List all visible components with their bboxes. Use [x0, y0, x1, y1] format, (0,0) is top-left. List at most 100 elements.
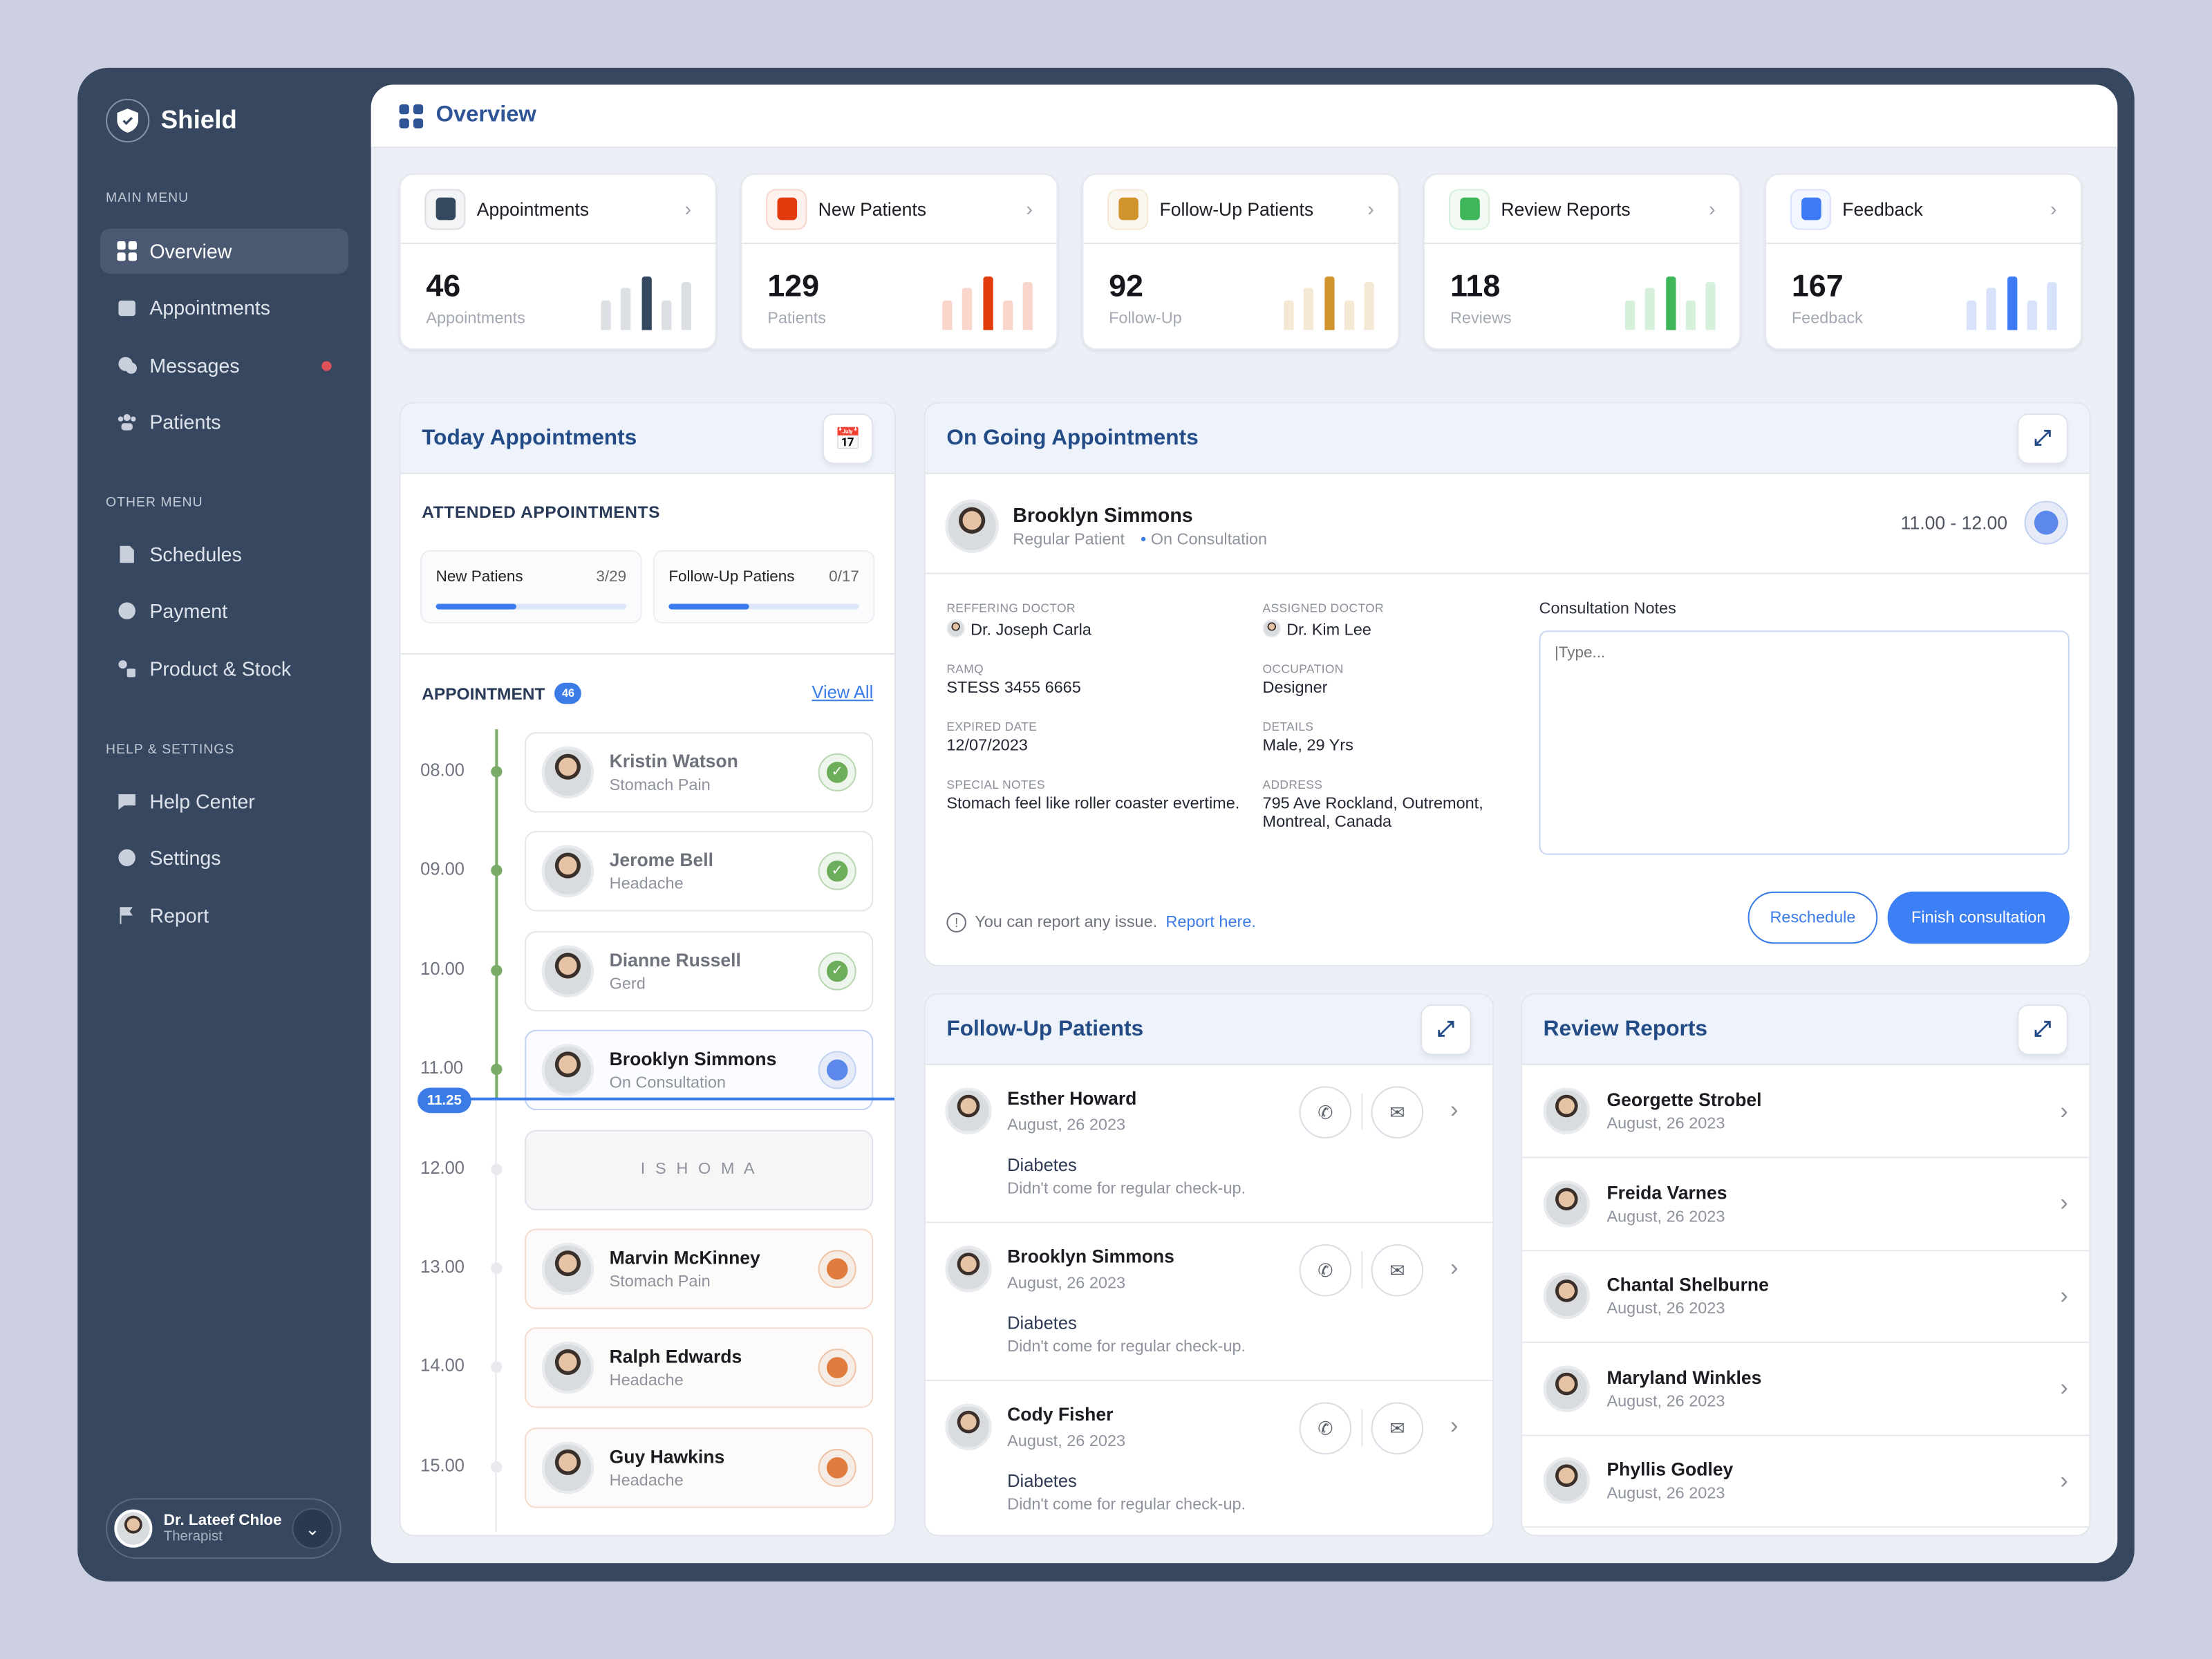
brand-logo[interactable]: Shield: [106, 98, 237, 143]
field-label: OCCUPATION: [1262, 662, 1344, 676]
phone-icon[interactable]: ✆: [1299, 1402, 1352, 1455]
avatar: [945, 1403, 992, 1450]
sidebar-item-payment[interactable]: Payment: [100, 589, 348, 634]
sidebar-item-settings[interactable]: Settings: [100, 836, 348, 881]
progress-card: Follow-Up Patiens 0/17: [653, 550, 875, 624]
patient-type: Regular Patient: [1013, 532, 1125, 549]
sidebar-item-patients[interactable]: Patients: [100, 399, 348, 444]
mail-icon[interactable]: ✉: [1371, 1086, 1424, 1138]
sidebar-item-product-stock[interactable]: Product & Stock: [100, 646, 348, 691]
avatar: [541, 1242, 594, 1295]
mini-bar-chart: [1284, 276, 1374, 330]
stat-card-appointments[interactable]: Appointments › 46 Appointments: [399, 174, 717, 350]
sidebar-item-report[interactable]: Report: [100, 892, 348, 937]
field-value: Dr. Joseph Carla: [971, 621, 1091, 639]
follow-up-item[interactable]: Brooklyn Simmons August, 26 2023 Diabete…: [925, 1223, 1493, 1381]
chevron-right-icon[interactable]: ›: [2060, 1467, 2068, 1494]
bar: [1324, 276, 1334, 330]
bar: [1364, 281, 1374, 330]
expand-icon[interactable]: ⤢: [2017, 1004, 2068, 1055]
appointment-note: Headache: [609, 1472, 684, 1490]
stat-value: 92: [1109, 268, 1144, 303]
current-time-line: [451, 1097, 894, 1100]
appointment-card[interactable]: Dianne Russell Gerd ✓: [525, 930, 874, 1011]
chevron-right-icon[interactable]: ›: [684, 197, 691, 221]
calendar-icon[interactable]: 📅: [822, 412, 874, 464]
sidebar-item-label: Help Center: [149, 789, 255, 813]
review-report-item[interactable]: Chantal Shelburne August, 26 2023 ›: [1522, 1250, 2090, 1344]
appointment-card[interactable]: Brooklyn Simmons On Consultation: [525, 1030, 874, 1111]
chevron-right-icon[interactable]: ›: [1026, 197, 1033, 221]
other-menu-heading: OTHER MENU: [106, 495, 203, 511]
chevron-right-icon[interactable]: ›: [1450, 1254, 1459, 1282]
review-report-item[interactable]: Maryland Winkles August, 26 2023 ›: [1522, 1342, 2090, 1436]
appointment-card[interactable]: Kristin Watson Stomach Pain ✓: [525, 732, 874, 813]
timeline-dot: [491, 1461, 503, 1473]
sidebar-item-schedules[interactable]: Schedules: [100, 532, 348, 577]
chevron-right-icon[interactable]: ›: [2060, 1189, 2068, 1217]
chevron-right-icon[interactable]: ›: [1450, 1096, 1459, 1123]
sidebar-item-help-center[interactable]: Help Center: [100, 779, 348, 824]
consultation-notes-input[interactable]: [1539, 630, 2070, 855]
patient-name: Brooklyn Simmons: [1013, 503, 1193, 527]
appointment-card[interactable]: Guy Hawkins Headache: [525, 1427, 874, 1508]
mail-icon[interactable]: ✉: [1371, 1244, 1424, 1297]
avatar: [541, 1044, 594, 1097]
expand-icon[interactable]: ⤢: [2017, 412, 2068, 464]
avatar: [1543, 1273, 1590, 1320]
bar: [601, 300, 611, 330]
follow-up-item[interactable]: Cody Fisher August, 26 2023 Diabetes Did…: [926, 1381, 1492, 1535]
bar: [2027, 300, 2037, 330]
review-report-item[interactable]: Freida Varnes August, 26 2023 ›: [1522, 1158, 2090, 1251]
avatar: [541, 845, 594, 898]
review-report-item[interactable]: Phyllis Godley August, 26 2023 ›: [1522, 1435, 2090, 1528]
review-report-item[interactable]: Georgette Strobel August, 26 2023 ›: [1522, 1065, 2090, 1159]
bar: [1625, 300, 1635, 330]
clock-icon: [818, 1051, 856, 1089]
stat-card-feedback[interactable]: Feedback › 167 Feedback: [1765, 174, 2083, 350]
report-link[interactable]: Report here.: [1165, 914, 1256, 931]
appointment-card[interactable]: Marvin McKinney Stomach Pain: [525, 1228, 874, 1309]
chevron-right-icon[interactable]: ›: [2060, 1096, 2068, 1124]
chevron-down-icon[interactable]: ⌄: [292, 1508, 333, 1549]
chevron-right-icon[interactable]: ›: [1450, 1412, 1459, 1439]
appointment-card[interactable]: Ralph Edwards Headache: [525, 1328, 874, 1409]
view-all-link[interactable]: View All: [812, 682, 874, 703]
expand-icon[interactable]: ⤢: [1421, 1004, 1472, 1055]
chevron-right-icon[interactable]: ›: [1367, 197, 1374, 221]
follow-up-item[interactable]: Esther Howard August, 26 2023 Diabetes D…: [925, 1065, 1493, 1224]
user-role: Therapist: [163, 1529, 223, 1545]
chevron-right-icon[interactable]: ›: [2060, 1374, 2068, 1402]
reschedule-button[interactable]: Reschedule: [1747, 891, 1878, 944]
stat-card-patients[interactable]: New Patients › 129 Patients: [740, 174, 1058, 350]
patient-name: Brooklyn Simmons: [609, 1048, 777, 1070]
unread-dot: [321, 360, 332, 371]
chevron-right-icon[interactable]: ›: [2050, 197, 2057, 221]
avatar: [541, 944, 594, 997]
sidebar-item-overview[interactable]: Overview: [100, 228, 349, 274]
stat-card-reviews[interactable]: Review Reports › 118 Reviews: [1423, 174, 1741, 350]
chevron-right-icon[interactable]: ›: [1709, 197, 1716, 221]
sidebar-item-appointments[interactable]: Appointments: [100, 285, 348, 330]
bar: [1986, 287, 1997, 330]
phone-icon[interactable]: ✆: [1299, 1244, 1352, 1297]
stat-title: Feedback: [1842, 198, 1923, 220]
follow-up-date: August, 26 2023: [1007, 1275, 1126, 1293]
timeline-time: 09.00: [420, 859, 465, 880]
mail-icon[interactable]: ✉: [1371, 1402, 1424, 1455]
patient-field: REFFERING DOCTOR Dr. Joseph Carla: [946, 601, 1262, 640]
appointment-card[interactable]: Jerome Bell Headache ✓: [525, 831, 874, 912]
patient-name: Maryland Winkles: [1606, 1367, 1762, 1388]
break-slot[interactable]: I S H O M A: [525, 1129, 874, 1210]
phone-icon[interactable]: ✆: [1299, 1086, 1352, 1138]
stat-title: Follow-Up Patients: [1159, 198, 1314, 220]
sidebar-item-messages[interactable]: Messages: [100, 342, 348, 387]
main-menu-heading: MAIN MENU: [106, 190, 189, 206]
field-label: RAMQ: [946, 662, 984, 676]
chevron-right-icon[interactable]: ›: [2060, 1282, 2068, 1309]
stat-title: New Patients: [818, 198, 926, 220]
finish-consultation-button[interactable]: Finish consultation: [1887, 891, 2070, 944]
patient-name: Freida Varnes: [1606, 1181, 1727, 1203]
stat-card-follow-up[interactable]: Follow-Up Patients › 92 Follow-Up: [1082, 174, 1400, 350]
user-profile[interactable]: Dr. Lateef Chloe Therapist ⌄: [106, 1498, 341, 1559]
